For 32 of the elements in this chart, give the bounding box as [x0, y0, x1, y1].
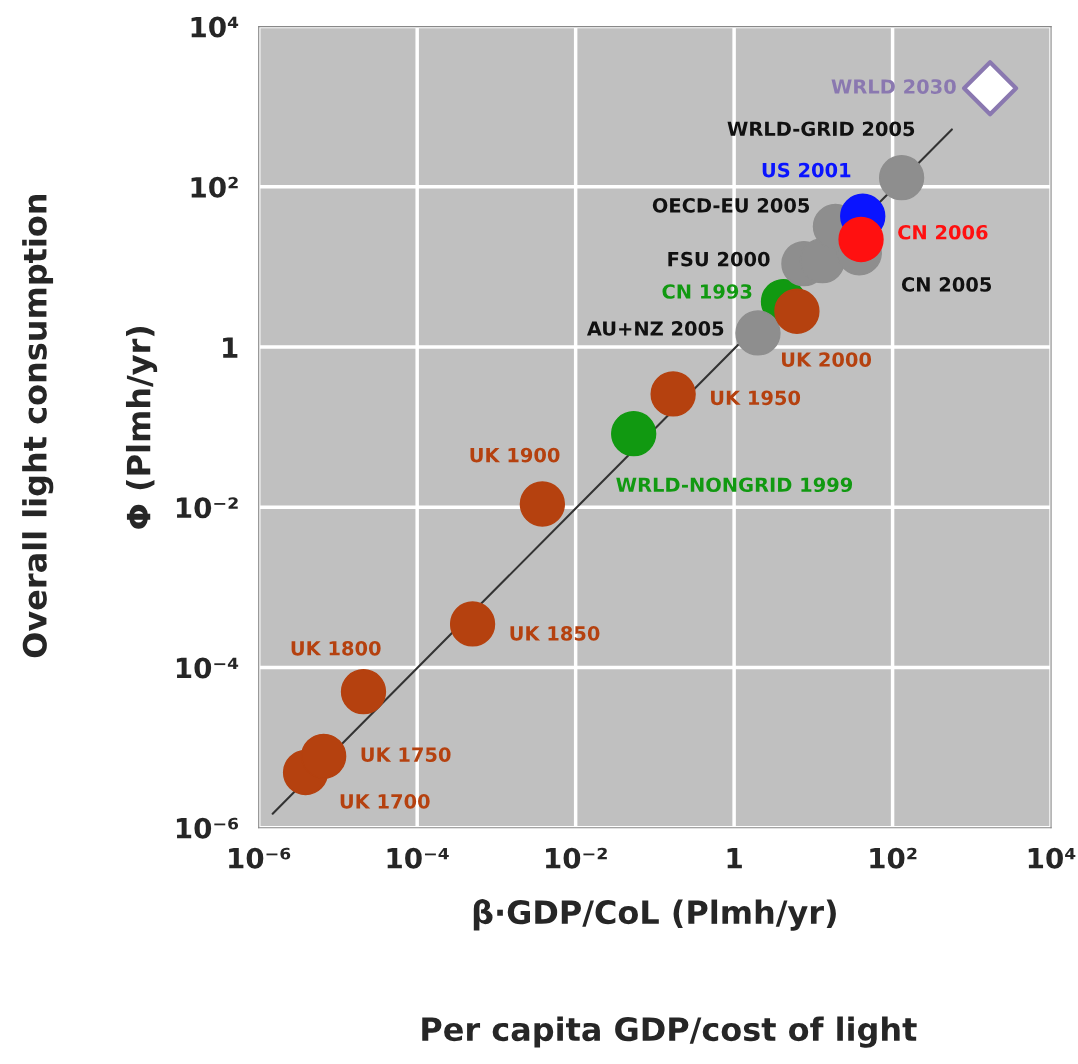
- annotation: OECD-EU 2005: [652, 197, 810, 213]
- annotation: UK 2000: [782, 352, 872, 367]
- y-tick-label: 10⁴: [191, 16, 239, 38]
- annotation: CN 2006: [898, 224, 988, 240]
- annotation: CN 1993: [662, 284, 752, 299]
- y-tick-label: 10⁻⁶: [176, 817, 239, 839]
- text: Per capita GDP/cost of light: [422, 1016, 917, 1048]
- x-tick-label: 1: [727, 848, 742, 869]
- x-tick-label: 10⁻⁴: [387, 847, 449, 869]
- y-tick-label: 10²: [191, 176, 238, 198]
- annotation: UK 1900: [470, 447, 560, 463]
- x-tick-label: 10⁻⁶: [229, 847, 291, 869]
- annotation: UK 1800: [291, 640, 381, 656]
- y-tick-label: 1: [223, 337, 238, 358]
- annotation: US 2001: [762, 162, 851, 178]
- y-tick-label: 10⁻²: [176, 497, 238, 519]
- annotation: WRLD-GRID 2005: [727, 121, 915, 137]
- annotation: FSU 2000: [668, 251, 770, 267]
- annotation: CN 2005: [901, 277, 992, 292]
- annotation: UK 1950: [711, 390, 801, 406]
- y-axis-title: Φ (Plmh/yr): [125, 326, 158, 529]
- annotation: AU+NZ 2005: [586, 321, 724, 336]
- annotation: WRLD-NONGRID 1999: [616, 477, 853, 493]
- x-tick-label: 10²: [870, 847, 917, 869]
- annotation: UK 1750: [361, 747, 451, 762]
- annotation: UK 1850: [510, 626, 600, 641]
- y-tick-label: 10⁻⁴: [176, 657, 239, 679]
- x-tick-label: 10⁻²: [546, 847, 607, 869]
- text: Overall light consumption: [22, 194, 54, 658]
- x-axis-title: β·GDP/CoL (Plmh/yr): [473, 899, 836, 931]
- annotation: UK 1700: [340, 793, 430, 809]
- x-tick-label: 10⁴: [1028, 847, 1076, 869]
